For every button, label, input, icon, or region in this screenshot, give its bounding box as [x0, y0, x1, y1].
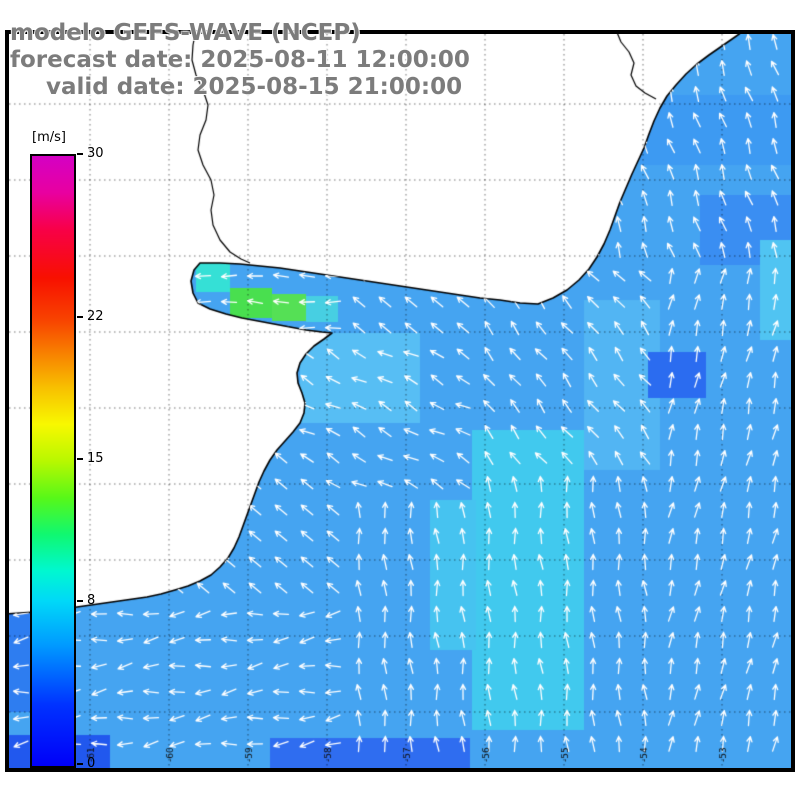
colorbar-tick-mark [77, 153, 83, 155]
colorbar-tick-label: 0 [87, 756, 96, 771]
wind-wave-map-canvas [9, 34, 791, 768]
colorbar-tick-mark [77, 458, 83, 460]
colorbar-tick-label: 30 [87, 146, 104, 161]
colorbar-tick-mark [77, 763, 83, 765]
map-frame [5, 30, 795, 772]
colorbar-tick-label: 22 [87, 308, 104, 324]
colorbar-tick-label: 15 [87, 451, 104, 466]
colorbar: [m/s] 30 22 15 8 0 [30, 130, 150, 790]
colorbar-tick-mark [77, 600, 83, 603]
colorbar-gradient [30, 154, 76, 768]
colorbar-tick-mark [77, 315, 83, 318]
colorbar-tick-label: 8 [87, 593, 96, 609]
colorbar-unit-label: [m/s] [32, 130, 66, 145]
